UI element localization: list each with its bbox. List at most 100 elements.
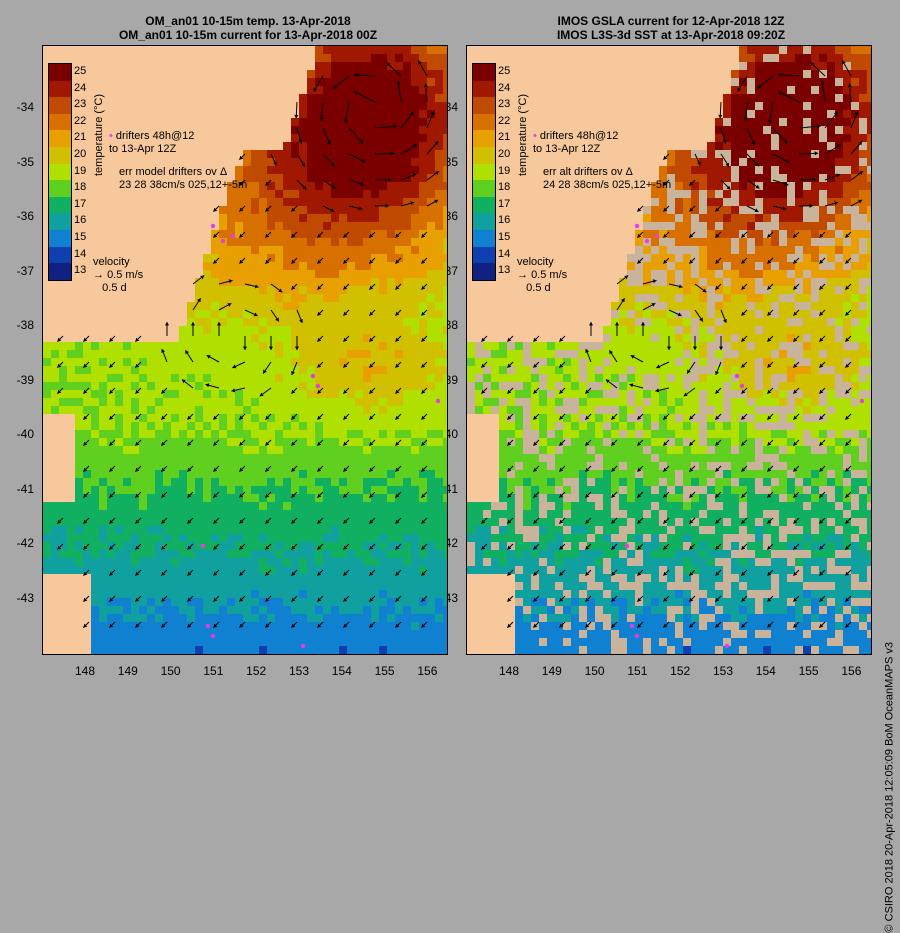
map-cell	[51, 54, 59, 62]
map-cell	[323, 446, 331, 454]
map-cell	[211, 150, 219, 158]
map-cell	[283, 406, 291, 414]
map-cell	[227, 526, 235, 534]
map-cell	[139, 142, 147, 150]
map-panel-altimetry[interactable]: 25 24 23 22 21 20 19 18 17 16 15 14 13 temperature (…	[466, 45, 872, 655]
map-cell	[715, 142, 723, 150]
map-cell	[291, 118, 299, 126]
map-cell	[627, 150, 635, 158]
map-cell	[387, 646, 395, 654]
map-cell	[403, 278, 411, 286]
map-cell	[155, 582, 163, 590]
map-cell	[339, 638, 347, 646]
map-cell	[67, 622, 75, 630]
map-cell	[683, 86, 691, 94]
map-cell	[179, 518, 187, 526]
map-cell	[163, 158, 171, 166]
map-cell	[331, 494, 339, 502]
map-cell	[731, 54, 739, 62]
map-cell	[275, 118, 283, 126]
latitude-tick-label: -42	[16, 536, 34, 550]
map-cell	[155, 374, 163, 382]
map-cell	[139, 502, 147, 510]
map-cell	[75, 358, 83, 366]
map-cell	[739, 126, 747, 134]
map-cell	[419, 150, 427, 158]
colorbar	[48, 63, 72, 281]
map-cell	[147, 334, 155, 342]
map-cell	[299, 126, 307, 134]
map-cell	[99, 646, 107, 654]
current-arrow	[342, 283, 350, 291]
map-cell	[51, 638, 59, 646]
map-cell	[523, 78, 531, 86]
map-cell	[59, 542, 67, 550]
map-cell	[139, 222, 147, 230]
map-cell	[91, 590, 99, 598]
map-cell	[571, 94, 579, 102]
map-cell	[395, 590, 403, 598]
map-cell	[427, 238, 435, 246]
map-cell	[443, 150, 447, 158]
map-cell	[395, 654, 403, 655]
map-cell	[139, 366, 147, 374]
colorbar-tick-label: 23	[74, 98, 87, 111]
map-cell	[587, 78, 595, 86]
map-cell	[667, 134, 675, 142]
map-panel-model[interactable]: 25 24 23 22 21 20 19 18 17 16 15 14 13 temperature (…	[42, 45, 448, 655]
map-cell	[379, 622, 387, 630]
map-cell	[163, 118, 171, 126]
map-cell	[315, 614, 323, 622]
map-cell	[91, 206, 99, 214]
map-cell	[419, 334, 427, 342]
map-cell	[683, 142, 691, 150]
map-cell	[443, 374, 447, 382]
map-cell	[211, 390, 219, 398]
map-cell	[243, 430, 251, 438]
map-cell	[395, 318, 403, 326]
map-cell	[763, 150, 771, 158]
current-arrow	[394, 283, 402, 291]
map-cell	[403, 550, 411, 558]
map-cell	[771, 102, 779, 110]
map-cell	[99, 414, 107, 422]
map-cell	[43, 294, 51, 302]
map-cell	[283, 614, 291, 622]
map-cell	[75, 510, 83, 518]
map-cell	[379, 534, 387, 542]
map-cell	[387, 654, 395, 655]
map-cell	[803, 134, 811, 142]
current-arrow	[290, 413, 298, 421]
map-cell	[419, 438, 427, 446]
temperature-current-map-altimetry[interactable]	[467, 46, 872, 655]
map-cell	[91, 326, 99, 334]
map-cell	[155, 590, 163, 598]
map-cell	[195, 310, 203, 318]
map-cell	[243, 78, 251, 86]
map-cell	[123, 134, 131, 142]
map-cell	[651, 142, 659, 150]
map-cell	[427, 126, 435, 134]
map-cell	[731, 62, 739, 70]
map-cell	[755, 54, 763, 62]
map-cell	[379, 222, 387, 230]
map-cell	[107, 254, 115, 262]
map-cell	[779, 150, 787, 158]
current-arrow	[212, 569, 220, 577]
map-cell	[379, 134, 387, 142]
map-cell	[227, 622, 235, 630]
map-cell	[75, 142, 83, 150]
map-cell	[803, 70, 811, 78]
map-cell	[347, 406, 355, 414]
map-cell	[299, 358, 307, 366]
map-cell	[379, 590, 387, 598]
map-cell	[163, 254, 171, 262]
map-cell	[435, 374, 443, 382]
map-cell	[659, 102, 667, 110]
map-cell	[235, 590, 243, 598]
map-cell	[243, 150, 251, 158]
map-cell	[163, 142, 171, 150]
map-cell	[515, 134, 523, 142]
map-cell	[139, 566, 147, 574]
current-arrow	[400, 111, 415, 129]
